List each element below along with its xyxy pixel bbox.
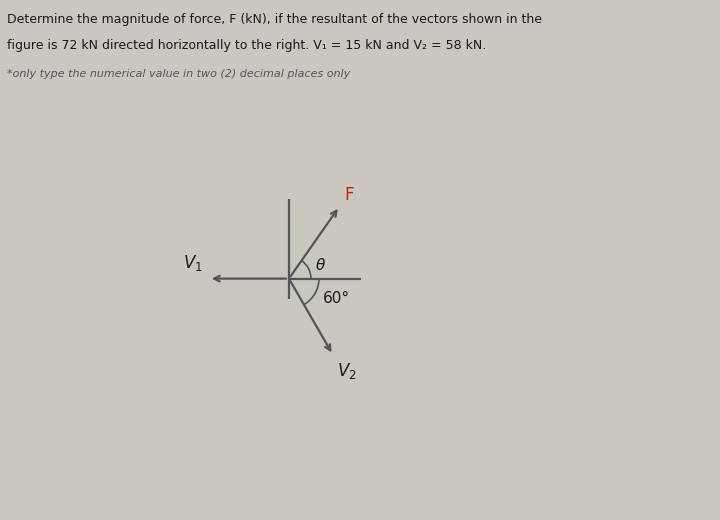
Text: *only type the numerical value in two (2) decimal places only: *only type the numerical value in two (2… [7, 69, 351, 79]
Text: $V_2$: $V_2$ [337, 361, 356, 381]
Text: $V_1$: $V_1$ [183, 253, 203, 272]
Text: F: F [344, 187, 354, 204]
Text: $\theta$: $\theta$ [315, 257, 326, 273]
Text: Determine the magnitude of force, F (kN), if the resultant of the vectors shown : Determine the magnitude of force, F (kN)… [7, 13, 542, 26]
Text: 60°: 60° [323, 291, 350, 306]
Text: figure is 72 kN directed horizontally to the right. V₁ = 15 kN and V₂ = 58 kN.: figure is 72 kN directed horizontally to… [7, 39, 487, 52]
